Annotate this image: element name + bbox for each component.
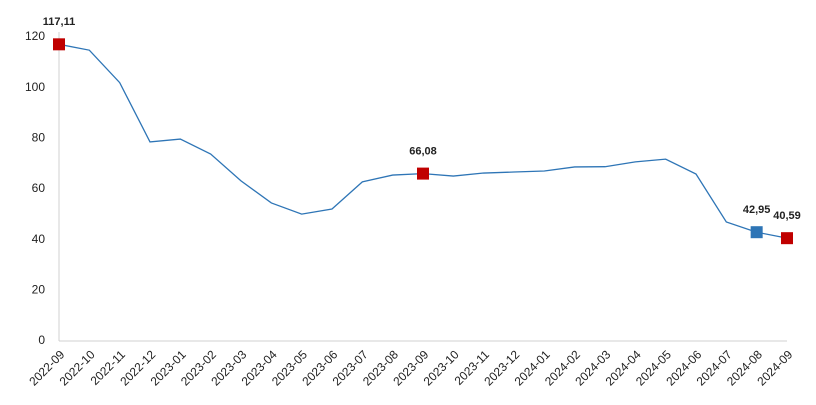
marker (417, 167, 429, 180)
marker (750, 226, 763, 239)
marker (53, 38, 65, 51)
y-tick-label: 100 (25, 80, 45, 94)
data-label: 66,08 (409, 146, 437, 158)
y-tick-label: 120 (25, 29, 45, 43)
y-tick-label: 40 (32, 232, 46, 246)
data-label: 40,59 (773, 210, 801, 222)
y-tick-label: 20 (32, 283, 46, 297)
y-tick-label: 0 (38, 333, 45, 347)
marker (781, 232, 793, 245)
y-tick-label: 80 (32, 131, 46, 145)
data-label: 117,11 (43, 16, 75, 28)
series-line (58, 43, 788, 239)
data-label: 42,95 (743, 204, 771, 216)
y-tick-label: 60 (32, 181, 46, 195)
